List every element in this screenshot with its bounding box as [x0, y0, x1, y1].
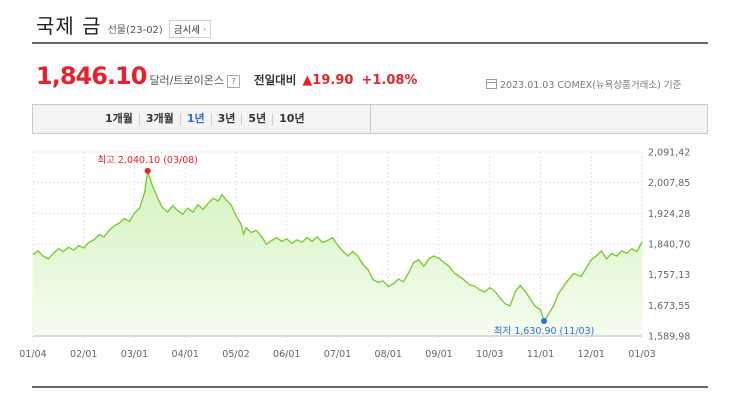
tab-5년[interactable]: 5년: [241, 113, 272, 125]
contract-subtitle: 선물(23-02): [107, 25, 163, 36]
price-unit: 달러/트로이온스: [149, 74, 224, 87]
x-tick-label: 10/03: [476, 349, 503, 360]
change-percent: +1.08%: [361, 73, 418, 88]
calendar-icon: [486, 79, 497, 89]
x-tick-label: 11/01: [527, 349, 554, 360]
x-tick-label: 01/04: [19, 349, 46, 360]
y-tick-label: 2,091,42: [648, 148, 690, 159]
tab-1년[interactable]: 1년: [179, 113, 211, 125]
x-tick-label: 02/01: [70, 349, 97, 360]
bottom-divider: [32, 386, 708, 388]
low-marker: [541, 317, 548, 324]
x-tick-label: 07/01: [324, 349, 351, 360]
change-label: 전일대비: [253, 73, 297, 87]
low-label: 최저 1,630.90 (11/03): [494, 326, 595, 337]
x-tick-label: 01/03: [628, 349, 655, 360]
series-line: [32, 170, 643, 323]
y-tick-label: 1,757,13: [648, 270, 690, 281]
quote-row: 1,846.10 달러/트로이온스 ? 전일대비 ▲19.90 +1.08%: [36, 62, 417, 90]
x-tick-label: 05/02: [222, 349, 249, 360]
as-of-text: 2023.01.03 COMEX(뉴욕상품거래소) 기준: [500, 80, 682, 91]
x-tick-label: 04/01: [172, 349, 199, 360]
tab-1개월[interactable]: 1개월: [105, 112, 133, 125]
y-tick-label: 1,589,98: [648, 332, 690, 343]
gold-price-button[interactable]: 금시세 ›: [168, 20, 212, 38]
tab-10년[interactable]: 10년: [272, 113, 310, 125]
top-divider: [32, 42, 708, 44]
tabs-divider: [370, 105, 371, 133]
x-tick-label: 12/01: [578, 349, 605, 360]
period-tab-list: 1개월 3개월 1년 3년 5년 10년: [99, 113, 311, 125]
period-tabs: 1개월 3개월 1년 3년 5년 10년: [32, 104, 708, 134]
high-marker: [144, 167, 151, 174]
x-tick-label: 03/01: [121, 349, 148, 360]
help-icon[interactable]: ?: [226, 75, 240, 88]
tab-3개월[interactable]: 3개월: [138, 113, 180, 125]
y-tick-label: 2,007,85: [648, 178, 690, 189]
tab-3년[interactable]: 3년: [210, 113, 242, 125]
y-tick-label: 1,673,55: [648, 301, 690, 312]
x-tick-label: 06/01: [273, 349, 300, 360]
x-tick-label: 08/01: [375, 349, 402, 360]
page-title: 국제 금: [36, 14, 102, 38]
as-of-info: 2023.01.03 COMEX(뉴욕상품거래소) 기준: [486, 77, 681, 91]
current-price: 1,846.10: [36, 62, 147, 90]
x-tick-label: 09/01: [425, 349, 452, 360]
chevron-right-icon: ›: [203, 24, 207, 34]
gold-price-button-label: 금시세: [173, 25, 201, 36]
high-label: 최고 2,040.10 (03/08): [97, 155, 198, 166]
header: 국제 금 선물(23-02) 금시세 ›: [36, 10, 212, 38]
change-value: ▲19.90: [302, 73, 354, 88]
y-tick-label: 1,840,70: [648, 240, 690, 251]
y-tick-label: 1,924,28: [648, 209, 690, 220]
